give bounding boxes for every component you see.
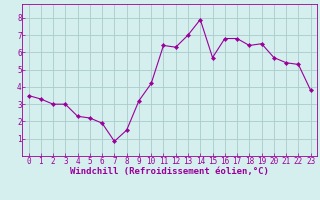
X-axis label: Windchill (Refroidissement éolien,°C): Windchill (Refroidissement éolien,°C) [70,167,269,176]
